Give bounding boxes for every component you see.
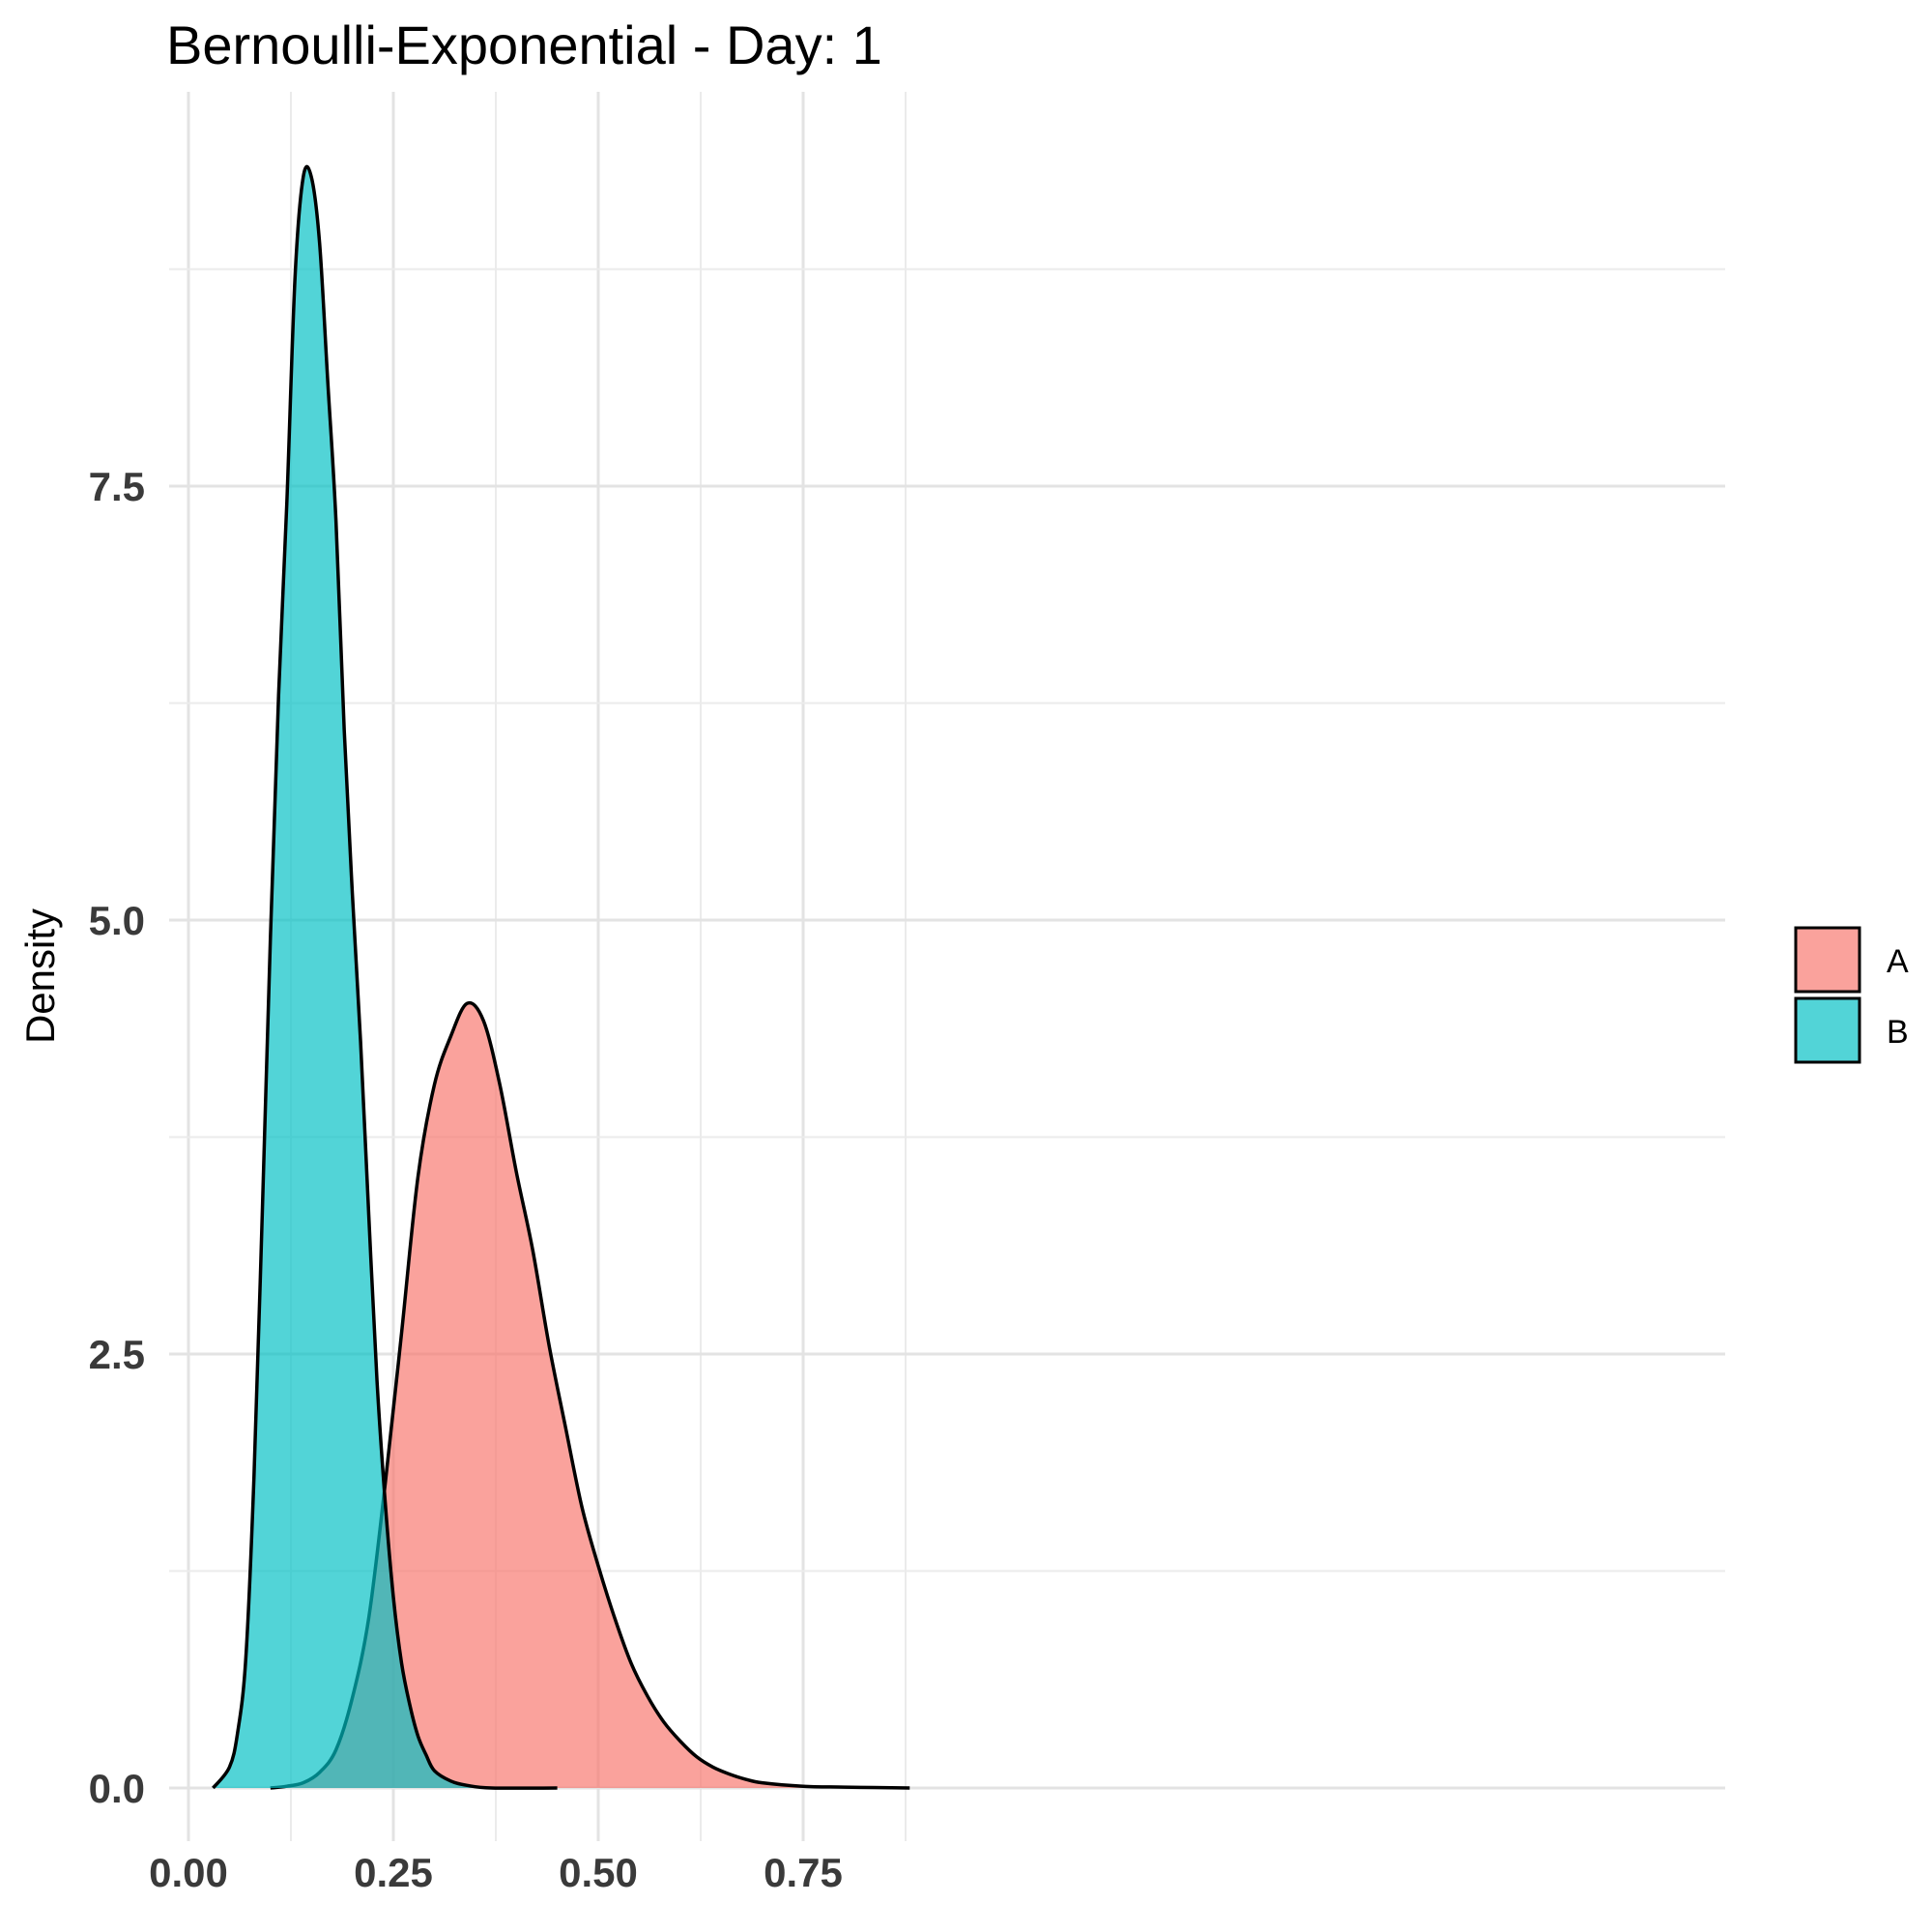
x-tick-label: 0.75 [764, 1850, 843, 1895]
legend-swatch-b [1794, 996, 1861, 1064]
y-tick-label: 5.0 [89, 898, 145, 943]
legend: AB [1794, 926, 1909, 1064]
x-tick-label: 0.00 [149, 1850, 228, 1895]
density-area-b [213, 166, 558, 1789]
x-tick-label: 0.50 [559, 1850, 638, 1895]
legend-swatch-a [1794, 926, 1861, 994]
density-area-a [270, 1002, 910, 1788]
y-tick-label: 0.0 [89, 1766, 145, 1811]
chart-title: Bernoulli-Exponential - Day: 1 [166, 14, 882, 75]
y-tick-label: 2.5 [89, 1332, 145, 1377]
density-areas [212, 164, 910, 1790]
legend-label-b: B [1887, 1014, 1909, 1051]
legend-label-a: A [1887, 943, 1909, 980]
x-tick-label: 0.25 [354, 1850, 433, 1895]
y-tick-label: 7.5 [89, 464, 145, 509]
y-axis-ticks: 0.0 2.5 5.0 7.5 [89, 464, 145, 1811]
x-axis-ticks: 0.00 0.25 0.50 0.75 [149, 1850, 843, 1895]
density-outline-b [212, 164, 558, 1790]
